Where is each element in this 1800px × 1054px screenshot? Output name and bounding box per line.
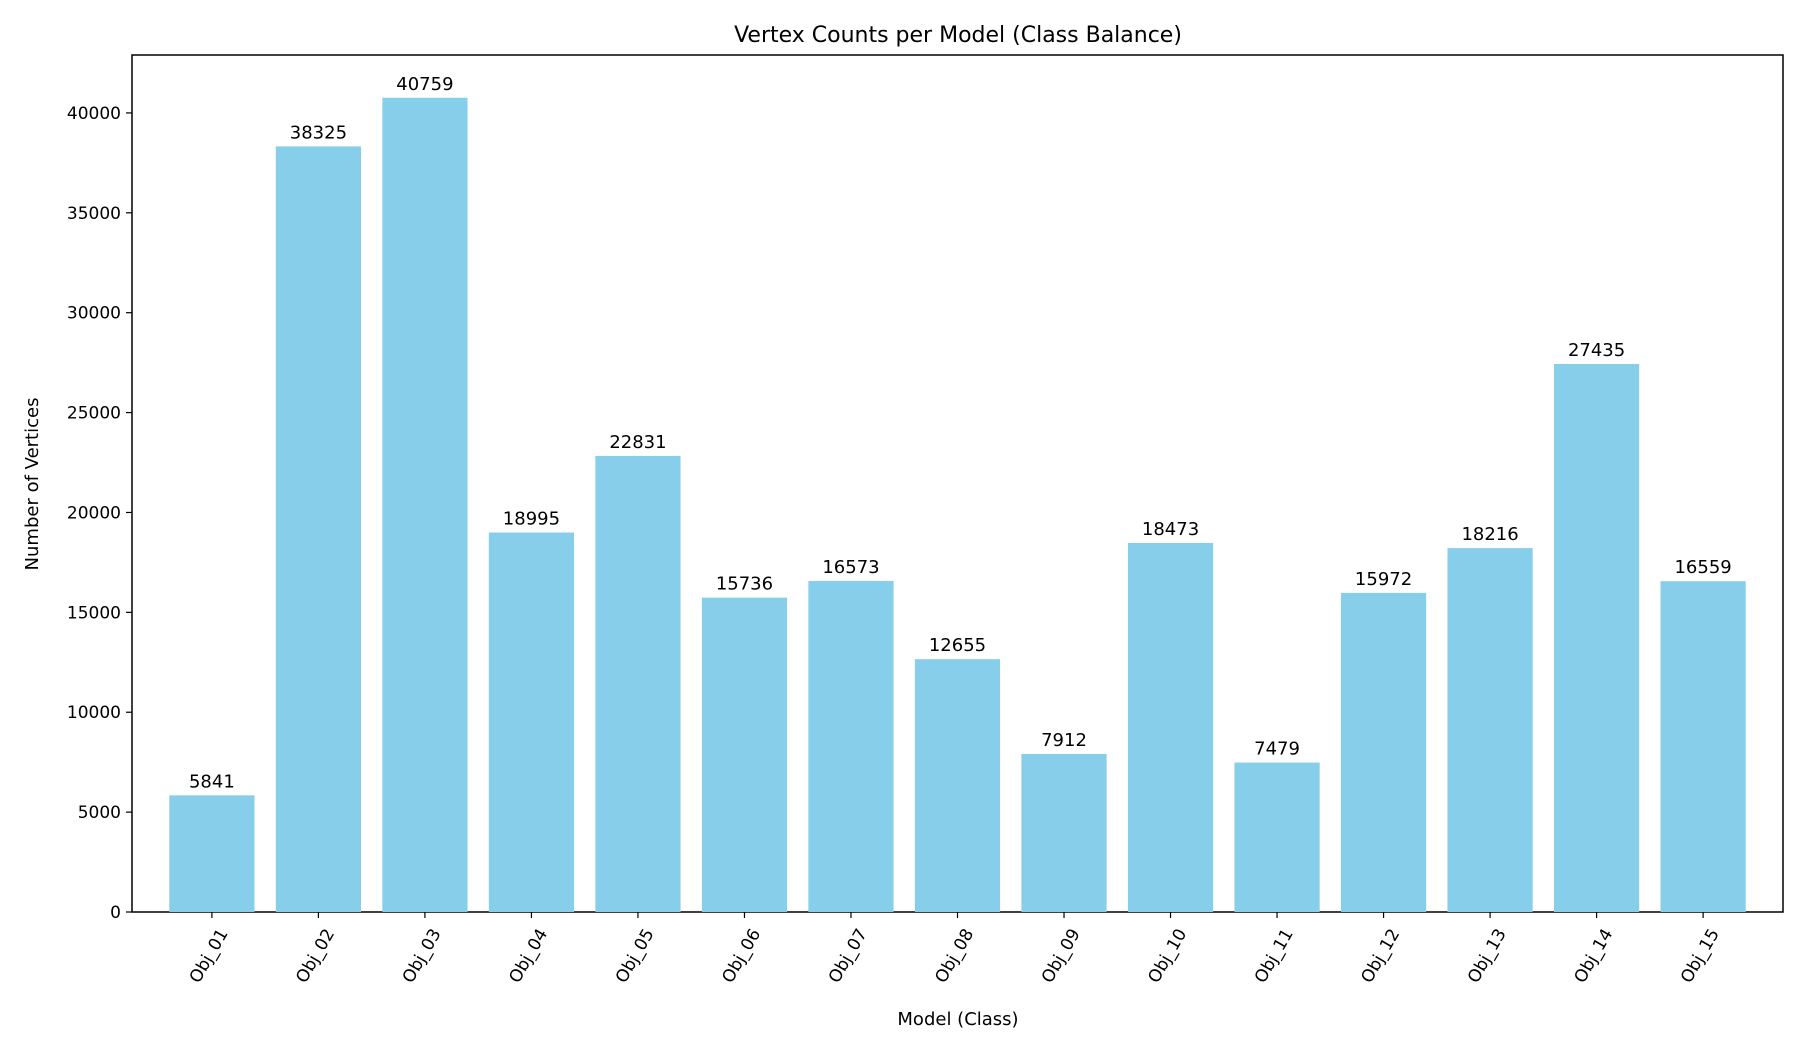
- y-tick-label: 0: [110, 903, 121, 923]
- data-labels-group: 5841 38325 40759 18995 22831 15736 16573 12655 7…: [189, 74, 1732, 793]
- bar-obj-10: [1127, 542, 1214, 912]
- data-label-obj-05: 22831: [609, 432, 666, 453]
- x-tick-label: Obj_05: [612, 926, 659, 987]
- bar-obj-07: [808, 580, 894, 912]
- data-label-obj-04: 18995: [503, 509, 560, 530]
- x-tick-label: Obj_09: [1038, 926, 1085, 987]
- data-label-obj-11: 7479: [1254, 739, 1300, 760]
- chart-title: Vertex Counts per Model (Class Balance): [734, 23, 1182, 48]
- data-label-obj-02: 38325: [290, 122, 347, 143]
- x-tick-label: Obj_06: [718, 926, 765, 987]
- y-tick-label: 5000: [78, 803, 121, 823]
- data-label-obj-03: 40759: [396, 74, 453, 95]
- y-tick-label: 15000: [67, 603, 121, 623]
- x-tick-label: Obj_01: [186, 926, 233, 987]
- bar-obj-02: [275, 146, 362, 912]
- plot-area: 5841 38325 40759 18995 22831 15736 16573 12655 7…: [67, 54, 1784, 987]
- bar-obj-09: [1021, 753, 1107, 912]
- x-axis-label: Model (Class): [897, 1009, 1018, 1030]
- y-tick-label: 20000: [67, 503, 121, 523]
- x-tick-label: Obj_04: [505, 926, 552, 987]
- x-tick-label: Obj_02: [292, 926, 339, 987]
- data-label-obj-07: 16573: [822, 557, 879, 578]
- y-tick-label: 30000: [67, 304, 121, 324]
- x-tick-label: Obj_12: [1357, 926, 1404, 987]
- y-axis-ticks: 0 5000 10000 15000 20000 25000 30000 35000 40000: [67, 104, 132, 923]
- x-tick-label: Obj_14: [1570, 926, 1617, 987]
- data-label-obj-06: 15736: [716, 574, 773, 595]
- bar-obj-13: [1447, 548, 1533, 912]
- x-axis-ticks: Obj_01 Obj_02 Obj_03 Obj_04 Obj_05 Obj_06 Obj_…: [186, 912, 1724, 987]
- x-tick-label: Obj_07: [825, 926, 872, 987]
- y-tick-label: 40000: [67, 104, 121, 124]
- y-axis-label: Number of Vertices: [22, 398, 43, 571]
- y-tick-label: 35000: [67, 204, 121, 224]
- x-tick-label: Obj_13: [1464, 926, 1511, 987]
- bar-obj-15: [1660, 581, 1746, 912]
- x-tick-label: Obj_11: [1251, 926, 1298, 987]
- data-label-obj-09: 7912: [1041, 730, 1087, 751]
- data-label-obj-13: 18216: [1461, 524, 1518, 545]
- y-tick-label: 25000: [67, 404, 121, 424]
- data-label-obj-10: 18473: [1142, 519, 1199, 540]
- bar-obj-12: [1340, 592, 1427, 912]
- x-tick-label: Obj_08: [931, 926, 978, 987]
- data-label-obj-12: 15972: [1355, 569, 1412, 590]
- bar-obj-14: [1553, 363, 1640, 912]
- bar-obj-03: [382, 97, 468, 912]
- x-tick-label: Obj_15: [1677, 926, 1724, 987]
- data-label-obj-15: 16559: [1674, 557, 1731, 578]
- x-tick-label: Obj_10: [1144, 926, 1191, 987]
- bar-obj-08: [914, 659, 1001, 912]
- data-label-obj-08: 12655: [929, 635, 986, 656]
- x-tick-label: Obj_03: [399, 926, 446, 987]
- bar-obj-06: [701, 597, 788, 912]
- bar-obj-04: [488, 532, 575, 912]
- bars-group: [169, 97, 1746, 912]
- data-label-obj-14: 27435: [1568, 340, 1625, 361]
- bar-obj-11: [1234, 762, 1320, 912]
- bar-obj-01: [169, 795, 255, 912]
- bar-obj-05: [595, 455, 681, 912]
- y-tick-label: 10000: [67, 703, 121, 723]
- data-label-obj-01: 5841: [189, 771, 235, 792]
